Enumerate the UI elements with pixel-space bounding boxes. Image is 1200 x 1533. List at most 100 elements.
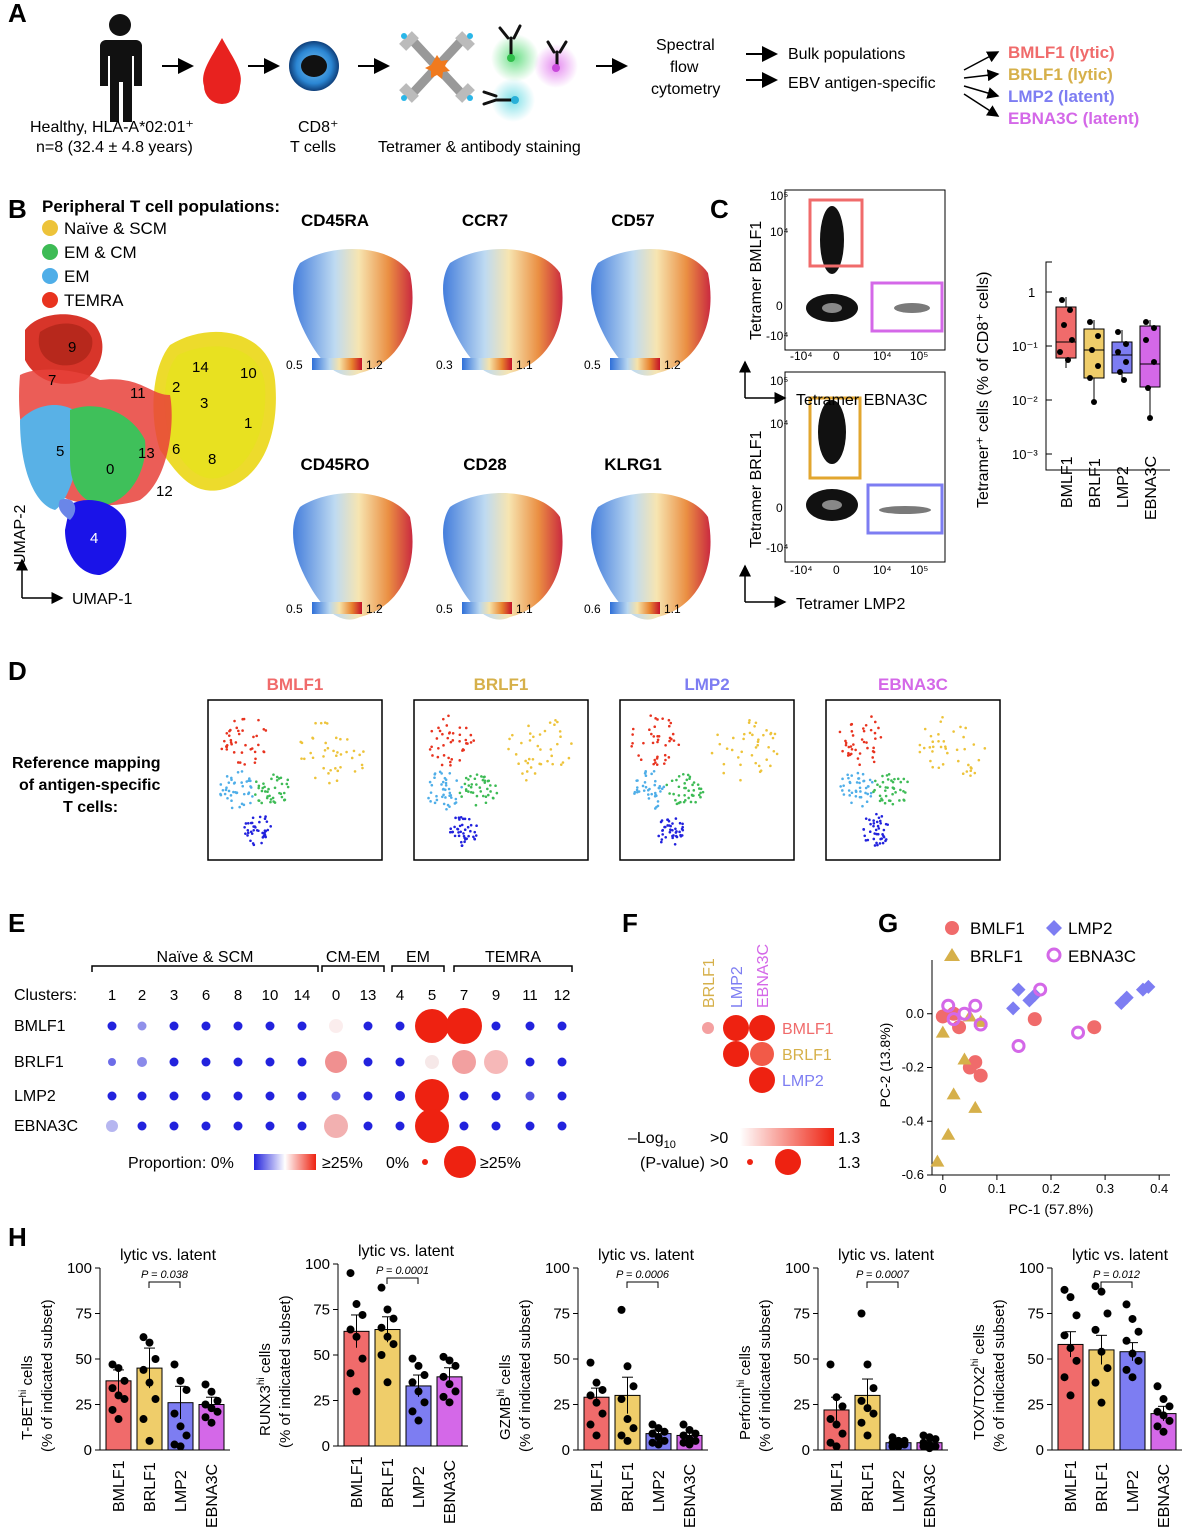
ref-map-point: [664, 835, 668, 839]
ref-map-point: [884, 794, 888, 798]
ref-map-point: [263, 831, 266, 835]
bar-y-tick-label: 0: [1036, 1442, 1044, 1459]
marker-scale-min: 0.5: [436, 602, 453, 616]
ref-map-point: [251, 795, 254, 798]
bar-point: [1159, 1395, 1168, 1404]
ref-map-point: [674, 798, 677, 802]
bar-point: [1153, 1382, 1162, 1391]
ref-map-point: [480, 775, 483, 778]
bar-point: [170, 1409, 179, 1418]
ref-map-point: [969, 774, 972, 777]
ref-map-point: [346, 738, 349, 741]
ref-map-point: [899, 788, 902, 792]
ref-map-point: [464, 726, 468, 730]
ref-map-point: [696, 783, 700, 786]
ref-map-point: [264, 729, 268, 732]
ref-map-point: [548, 721, 552, 724]
ref-map-point: [669, 721, 673, 725]
ref-map-point: [244, 822, 248, 825]
marker-scale-max: 1.2: [366, 358, 383, 372]
ref-map-point: [876, 843, 879, 847]
marker-map-ccr7: CCR7 0.3 1.1: [436, 211, 563, 376]
svg-text:10⁻¹: 10⁻¹: [1012, 339, 1038, 354]
ref-map-point: [887, 799, 891, 802]
bar-point: [139, 1333, 148, 1342]
bubble: [297, 1121, 307, 1131]
flow2-x-label: Tetramer LMP2: [796, 596, 905, 613]
ref-map-point: [718, 742, 722, 746]
ref-map-point: [345, 750, 348, 754]
ref-map-point: [983, 747, 987, 750]
bar-point: [201, 1413, 210, 1422]
ref-map-point: [655, 763, 659, 766]
ref-map-point: [559, 763, 563, 766]
bubble: [395, 1091, 405, 1101]
bar-point: [383, 1332, 392, 1341]
cytometry-line1: Spectral: [656, 37, 715, 54]
ref-map-point: [445, 724, 449, 727]
bar-point: [145, 1378, 154, 1387]
proportion-max: ≥25%: [322, 1155, 363, 1172]
bubble: [137, 1057, 147, 1067]
ref-map-point: [858, 763, 861, 767]
svg-text:10: 10: [240, 365, 257, 382]
matrix-cell: [749, 1067, 775, 1093]
ref-map-point: [272, 773, 275, 776]
pca-point-brlf1: [930, 1154, 945, 1167]
ref-map-point: [865, 741, 868, 744]
svg-text:10⁵: 10⁵: [910, 563, 928, 577]
svg-text:10⁻²: 10⁻²: [1012, 393, 1038, 408]
ref-map-point: [246, 831, 250, 835]
bar-comparison-title: lytic vs. latent: [358, 1243, 455, 1260]
bar-point: [1122, 1300, 1131, 1309]
bar-point: [869, 1384, 878, 1393]
ref-map-point: [644, 770, 648, 773]
ref-map-point: [473, 777, 477, 781]
row-label: LMP2: [14, 1088, 56, 1105]
marker-scale-min: 0.6: [584, 602, 601, 616]
bubble: [324, 1114, 348, 1138]
ref-map-point: [481, 794, 485, 798]
ref-map-point: [654, 717, 657, 720]
ref-map-point: [251, 842, 255, 845]
ref-map-point: [299, 740, 303, 744]
ref-map-point: [225, 775, 229, 778]
bubble: [415, 1009, 449, 1043]
tetramer-icon: [399, 31, 475, 103]
pca-point-ebna3c: [1033, 982, 1048, 997]
ref-map-point: [462, 748, 465, 752]
ref-map-point: [937, 766, 941, 770]
ref-map-point: [677, 785, 681, 789]
ref-map-point: [507, 747, 510, 751]
bubble: [363, 1121, 373, 1131]
ref-map-point: [260, 841, 263, 845]
ref-map-point: [681, 822, 684, 826]
ref-map-point: [876, 783, 879, 787]
ref-map-point: [977, 758, 981, 762]
ref-map-point: [246, 834, 249, 837]
ref-map-point: [874, 828, 878, 832]
bubble: [233, 1021, 243, 1031]
ref-map-point: [882, 828, 886, 832]
pca-legend-ebna3c: EBNA3C: [1068, 947, 1136, 966]
ref-map-point: [765, 729, 768, 732]
marker-maps: CD45RA 0.5 1.2 CCR7 0.3 1.1 CD57 0.5 1.2 CD45RO 0.…: [286, 211, 711, 620]
bar-category-label: BRLF1: [142, 1462, 159, 1512]
ref-map-point: [495, 791, 499, 795]
ref-map-point: [681, 828, 685, 832]
blood-drop-icon: [203, 38, 241, 104]
logp-scale: [740, 1128, 834, 1146]
bar-point: [1165, 1416, 1174, 1425]
ref-map-point: [455, 779, 459, 782]
ref-map-point: [754, 721, 758, 725]
pca-point-ebna3c: [1011, 1039, 1026, 1053]
ref-map-point: [440, 783, 443, 786]
bubble: [491, 1121, 501, 1131]
bar-y-tick-label: 50: [553, 1351, 570, 1368]
ref-map-point: [687, 796, 690, 800]
ref-map-point: [467, 834, 470, 838]
ref-map-point: [445, 807, 448, 811]
ref-map-point: [219, 783, 223, 786]
bar-point: [617, 1395, 626, 1404]
ref-map-point: [661, 829, 664, 832]
